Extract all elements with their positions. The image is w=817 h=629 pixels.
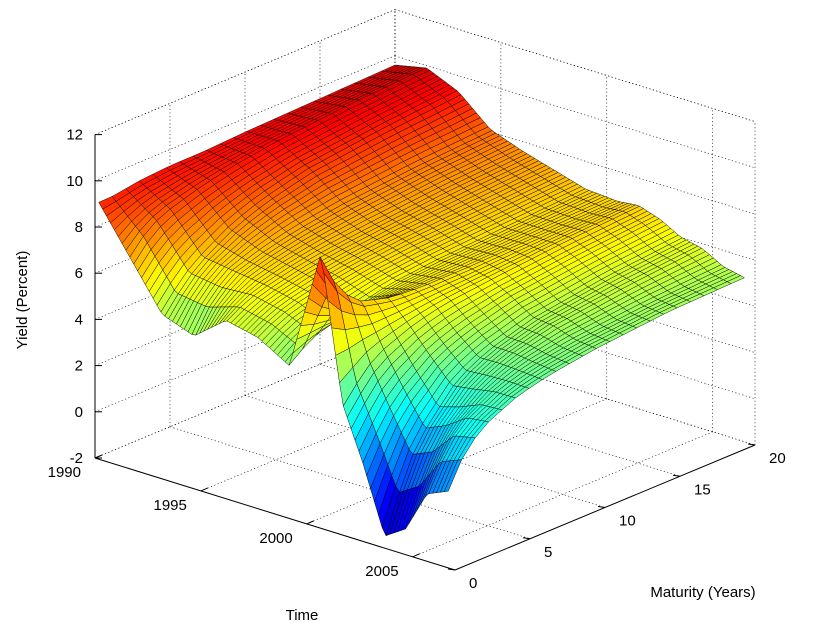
z-tick-label: 6 bbox=[75, 265, 83, 282]
floor-gridline bbox=[170, 427, 530, 539]
y-tick-label: 10 bbox=[619, 513, 636, 530]
x-tick-label: 2000 bbox=[259, 530, 292, 547]
z-tick-label: 8 bbox=[75, 219, 83, 236]
surface-layer bbox=[99, 65, 745, 536]
z-tick-label: 2 bbox=[75, 358, 83, 375]
y-tick-label: 15 bbox=[694, 481, 711, 498]
z-tick-label: 10 bbox=[66, 173, 83, 190]
x-tick-label: 1990 bbox=[48, 464, 81, 481]
y-tick-label: 5 bbox=[544, 544, 552, 561]
x-tick-mark bbox=[307, 521, 314, 524]
y-tick-mark bbox=[523, 538, 530, 539]
y-tick-mark bbox=[598, 507, 605, 508]
x-axis-label: Time bbox=[286, 607, 319, 624]
x-tick-label: 1995 bbox=[154, 497, 187, 514]
z-axis-label: Yield (Percent) bbox=[14, 251, 31, 350]
y-tick-mark bbox=[673, 475, 680, 476]
y-tick-label: 20 bbox=[769, 450, 786, 467]
z-tick-label: 12 bbox=[66, 127, 83, 144]
y-axis-label: Maturity (Years) bbox=[650, 584, 755, 601]
x-tick-label: 2005 bbox=[365, 563, 398, 580]
x-tick-mark bbox=[201, 488, 208, 491]
y-tick-label: 0 bbox=[469, 575, 477, 592]
y-tick-mark bbox=[748, 444, 755, 445]
z-tick-label: 4 bbox=[75, 311, 83, 328]
x-tick-mark bbox=[413, 554, 420, 557]
z-tick-label: 0 bbox=[75, 404, 83, 421]
